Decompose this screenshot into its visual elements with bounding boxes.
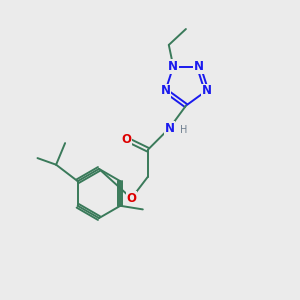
Text: H: H <box>180 124 188 135</box>
Text: N: N <box>164 122 175 135</box>
Text: N: N <box>194 60 204 73</box>
Text: O: O <box>126 192 136 205</box>
Text: N: N <box>168 60 178 73</box>
Text: N: N <box>202 84 212 97</box>
Text: N: N <box>160 84 170 97</box>
Text: O: O <box>121 133 131 146</box>
